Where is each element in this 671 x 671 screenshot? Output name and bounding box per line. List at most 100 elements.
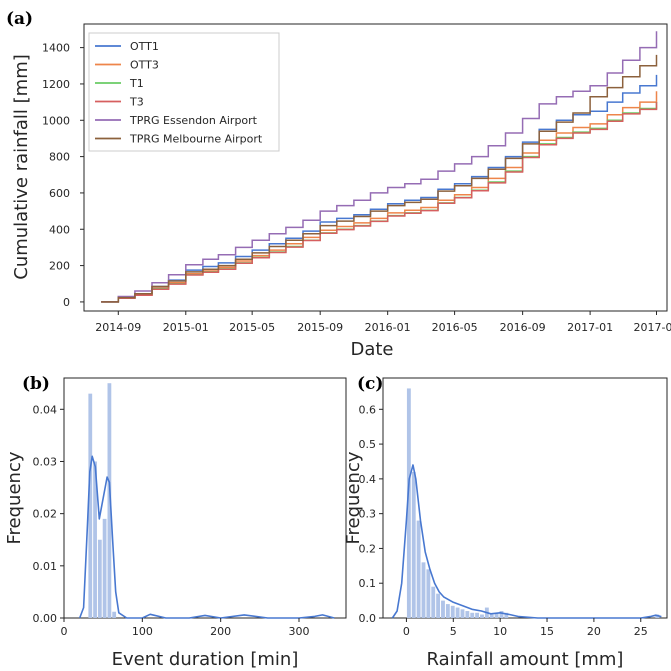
panel-a-x-ticks: 2014-09 2015-01 2015-05 2015-09 2016-01 2016-… [95,311,671,334]
c-bar [465,611,470,618]
b-kde-line [78,455,335,619]
panel-a-frame [83,23,668,312]
panel-b-bars [88,383,117,618]
legend-entry: TPRG Melbourne Airport [129,133,263,146]
b-y-tick-label: 0.01 [33,560,58,573]
c-bar [416,520,421,618]
b-bar [107,383,112,618]
c-bar [504,612,509,618]
panel-a-y-tick-label: 1200 [42,78,70,91]
c-bar [436,593,441,618]
b-y-tick-label: 0.04 [33,403,58,416]
series-line-4 [101,31,658,303]
legend-entry: OTT1 [130,40,159,53]
series-line-5 [101,54,658,303]
c-bar [475,612,480,618]
c-bar [494,612,499,618]
c-y-tick-label: 0.3 [359,508,377,521]
panel-a-y-ticks: 0 200 400 600 800 1000 1200 1400 [42,42,84,309]
c-y-tick-label: 0.2 [359,542,377,555]
c-bar [489,614,494,618]
panel-a-y-tick-label: 600 [49,187,70,200]
c-y-tick-label: 0.1 [359,577,377,590]
panel-c-frame [382,377,668,619]
c-bar [480,614,484,618]
panel-b-x-ticks: 0 100 200 300 [61,618,310,638]
panel-b-label: (b) [22,374,50,394]
b-y-tick-label: 0.03 [33,455,58,468]
panel-c-label: (c) [357,374,383,394]
c-bar [455,607,460,618]
panel-c-bars [406,388,660,618]
panel-a-x-tick-label: 2014-09 [95,321,141,334]
panel-a-series [101,31,658,303]
panel-c-y-label: Frequency [343,451,364,544]
b-x-tick-label: 100 [132,625,153,638]
c-bar [426,569,431,618]
c-bar [406,388,411,618]
panel-a-y-tick-label: 800 [49,151,70,164]
legend-entry: T3 [129,96,144,109]
c-bar [445,604,450,618]
panel-a-y-tick-label: 1000 [42,114,70,127]
c-y-tick-label: 0.0 [359,612,377,625]
panel-a-y-tick-label: 1400 [42,42,70,55]
c-bar [450,605,455,618]
c-bar [470,612,475,618]
legend-box [88,32,280,152]
c-x-tick-label: 0 [403,625,410,638]
c-y-tick-label: 0.4 [359,473,377,486]
b-bar [102,518,107,618]
c-bar [499,611,504,618]
panel-a-y-tick-label: 0 [63,296,70,309]
panel-b-kde [78,455,335,619]
b-x-tick-label: 200 [210,625,231,638]
panel-a-x-tick-label: 2017-05 [634,321,671,334]
c-x-tick-label: 20 [587,625,601,638]
c-bar [441,600,445,618]
b-bar [97,539,102,618]
b-x-tick-label: 0 [61,625,68,638]
c-bar [411,471,416,618]
panel-a-x-tick-label: 2015-05 [229,321,275,334]
panel-a-x-tick-label: 2015-09 [297,321,343,334]
b-bar [112,611,117,618]
b-x-tick-label: 300 [289,625,310,638]
legend-entry: T1 [129,77,144,90]
c-y-tick-label: 0.5 [359,438,377,451]
c-x-tick-label: 10 [493,625,507,638]
legend: OTT1 OTT3 T1 T3 TPRG Essendon Airport TPRG Me… [88,32,280,152]
panel-a-y-tick-label: 400 [49,223,70,236]
panel-b-y-label: Frequency [4,451,25,544]
panel-a-label: (a) [6,9,33,29]
c-x-tick-label: 25 [634,625,648,638]
panel-a-y-tick-label: 200 [49,260,70,273]
c-y-tick-label: 0.6 [359,403,377,416]
panel-a-x-tick-label: 2015-01 [163,321,209,334]
c-x-tick-label: 5 [450,625,457,638]
c-bar [421,562,426,618]
b-bar [88,393,93,618]
panel-b-y-ticks: 0.00 0.01 0.02 0.03 0.04 [33,403,64,625]
b-y-tick-label: 0.02 [33,508,58,521]
panel-a-x-tick-label: 2016-05 [432,321,478,334]
panel-c-y-ticks: 0.0 0.1 0.2 0.3 0.4 0.5 0.6 [359,403,383,625]
panel-b-frame [63,377,347,619]
legend-entry: OTT3 [130,59,159,72]
panel-a-x-tick-label: 2017-01 [567,321,613,334]
panel-b: (b) 0.00 0.01 0.02 0.03 0.04 0 100 200 300 Even… [4,374,347,670]
panel-a-x-label: Date [350,339,393,360]
c-x-tick-label: 15 [540,625,554,638]
b-bar [93,461,97,618]
series-line-3 [101,102,658,303]
panel-a-x-tick-label: 2016-09 [500,321,546,334]
c-bar [460,609,465,618]
b-y-tick-label: 0.00 [33,612,58,625]
panel-c-x-label: Rainfall amount [mm] [427,649,624,670]
panel-a-y-label: Cumulative rainfall [mm] [11,54,32,280]
legend-entry: TPRG Essendon Airport [129,114,258,127]
panel-a-x-tick-label: 2016-01 [365,321,411,334]
panel-c-x-ticks: 0 5 10 15 20 25 [403,618,648,638]
